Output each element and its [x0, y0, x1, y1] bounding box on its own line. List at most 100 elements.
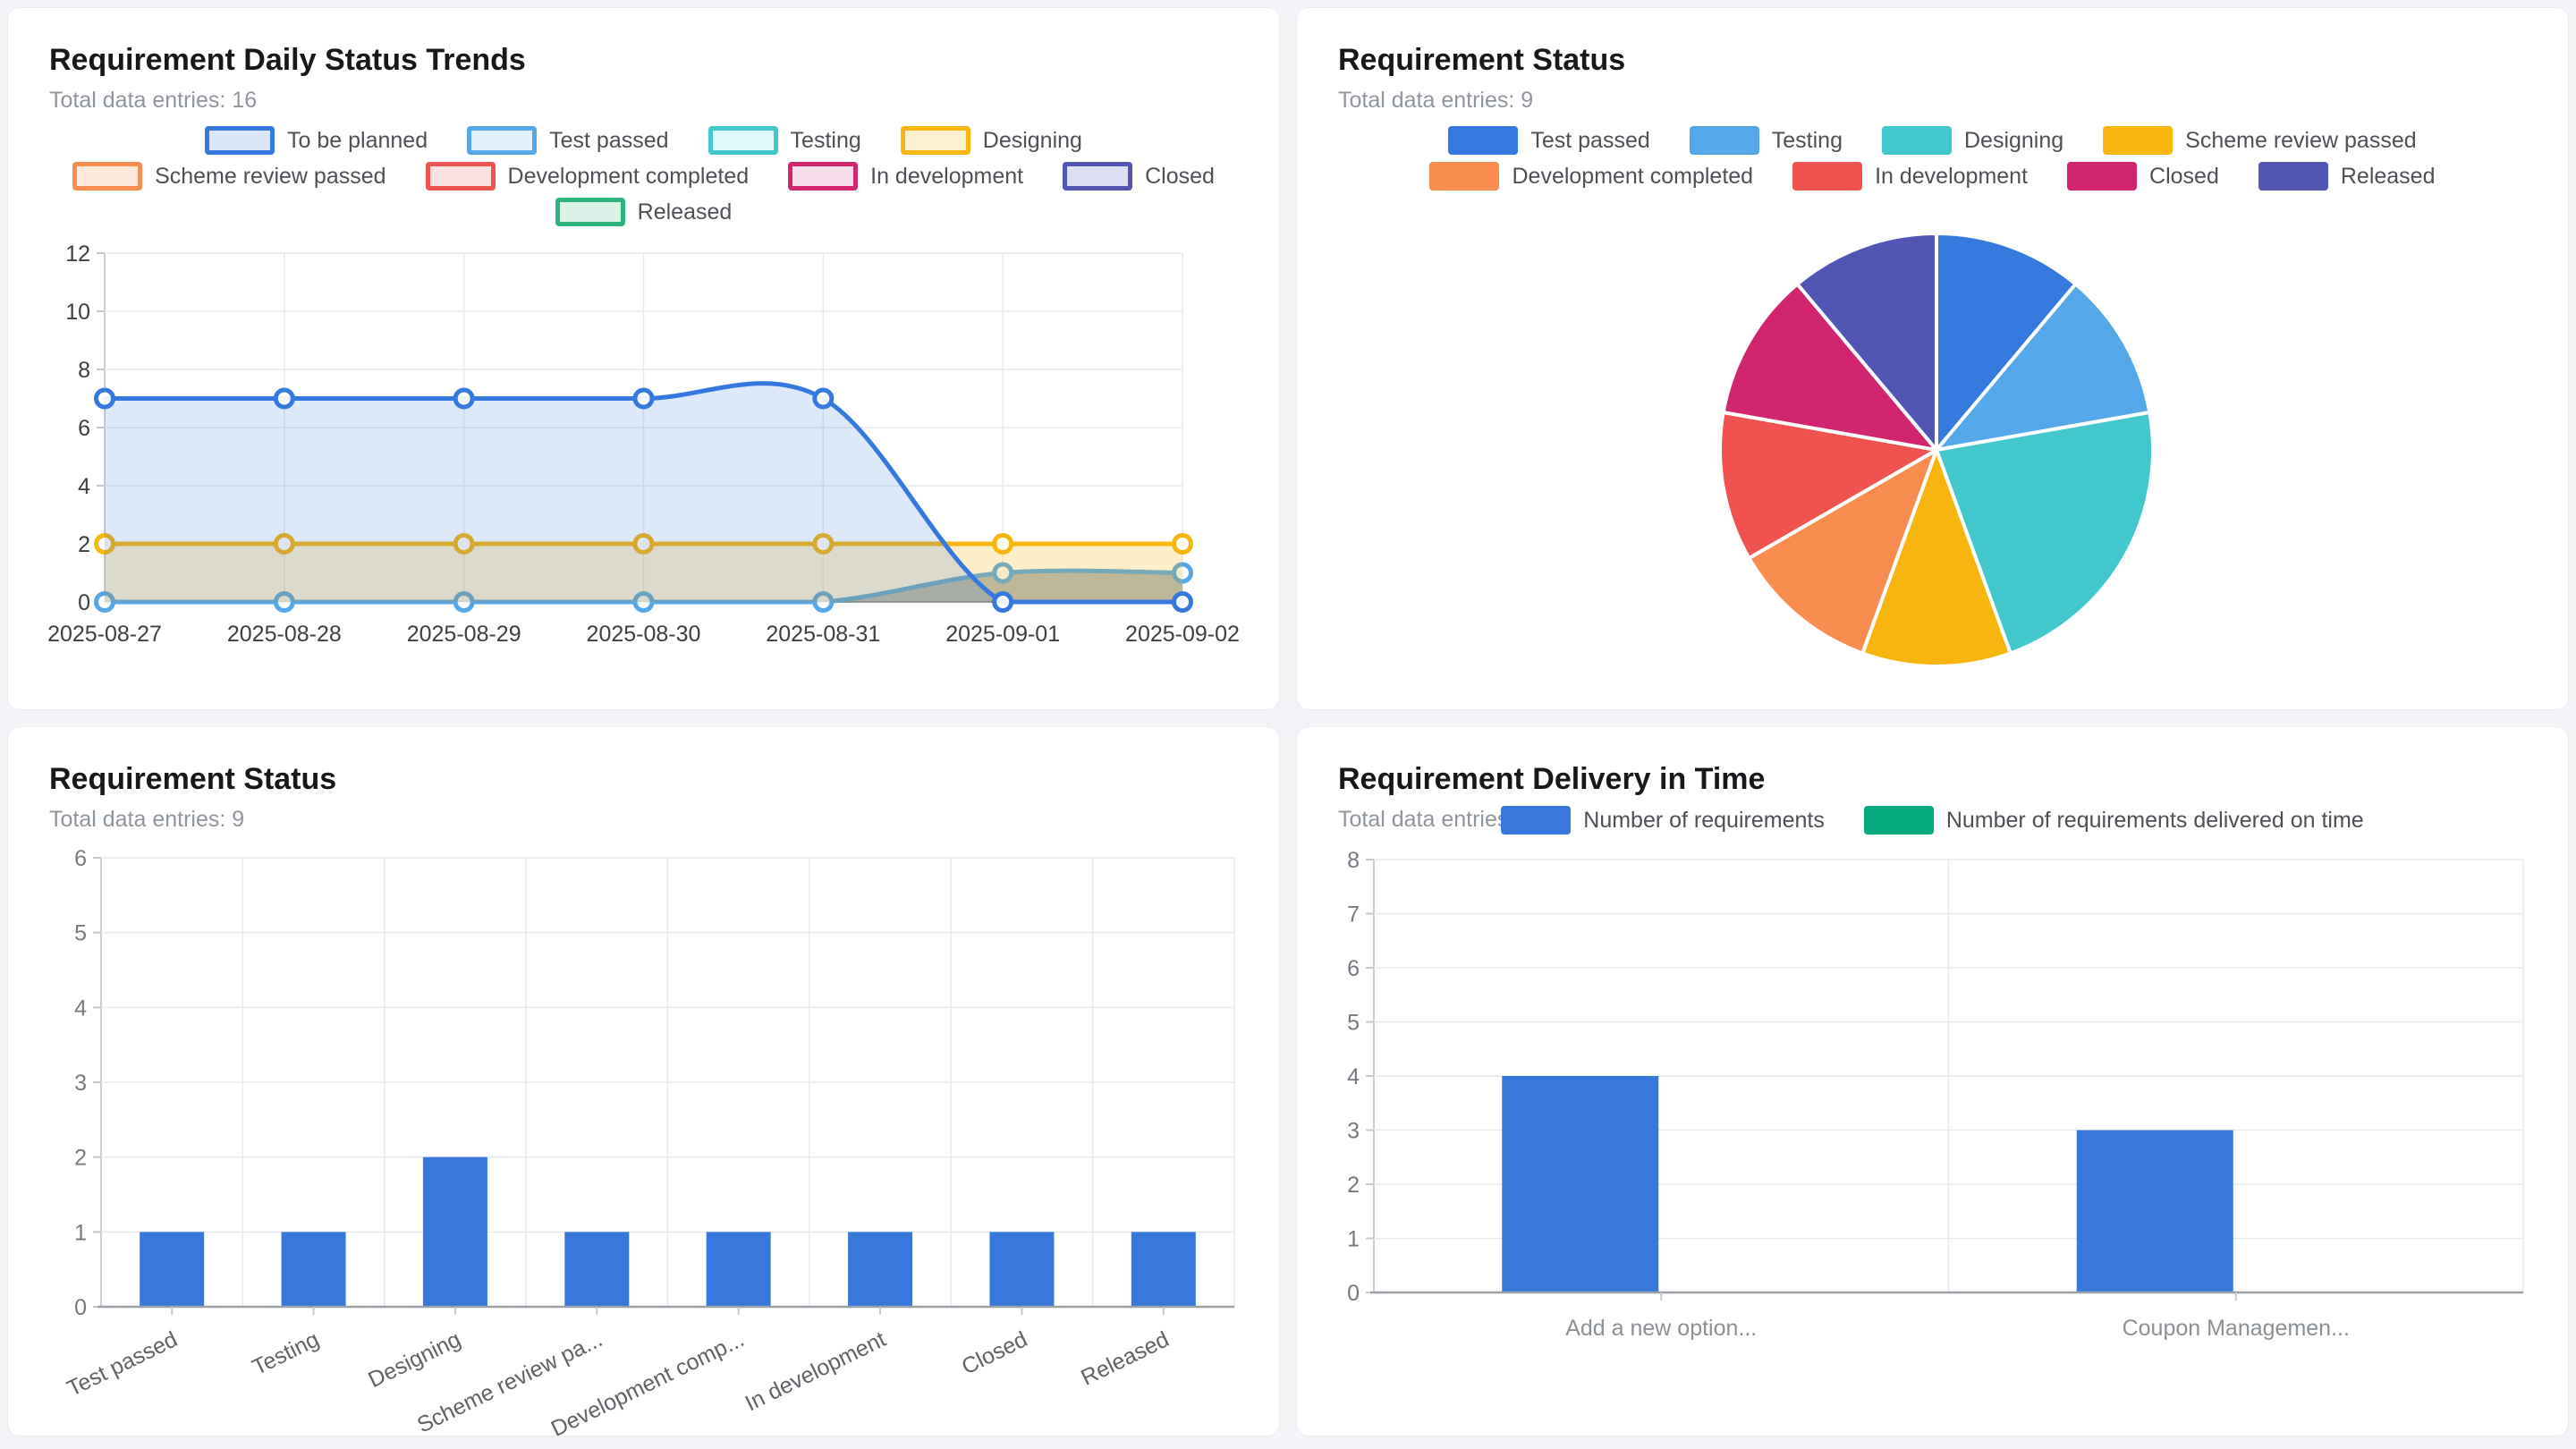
legend-label: Test passed: [549, 127, 669, 153]
svg-text:4: 4: [74, 996, 87, 1021]
legend-label: Development completed: [1512, 163, 1754, 189]
svg-text:2025-08-29: 2025-08-29: [407, 622, 521, 647]
svg-text:Designing: Designing: [364, 1326, 464, 1393]
legend-swatch-icon: [467, 126, 538, 155]
legend-label: In development: [870, 163, 1024, 189]
svg-text:1: 1: [1347, 1227, 1360, 1252]
delivery-bar-chart[interactable]: 0 1 2 3 4 5 6 7 8 Add a new option... Coupon Manag…: [1338, 842, 2529, 1369]
delivery-subtitle: Total data entries: 7: [1338, 807, 1534, 832]
legend-row: Development completed In development Close…: [1338, 158, 2527, 194]
svg-text:8: 8: [1347, 848, 1360, 873]
legend-item-scheme-review-passed[interactable]: Scheme review passed: [72, 162, 386, 191]
legend-item-testing[interactable]: Testing: [1689, 126, 1843, 155]
svg-text:5: 5: [1347, 1011, 1360, 1036]
pie-slice-testing[interactable]: [1935, 282, 2152, 452]
legend-item-released[interactable]: Released: [555, 198, 733, 226]
legend-label: Released: [2340, 163, 2436, 189]
legend-item-development-completed[interactable]: Development completed: [425, 162, 750, 191]
pie-slice-released[interactable]: [1795, 232, 1938, 452]
legend-label: To be planned: [287, 127, 428, 153]
legend-item-scheme-review-passed[interactable]: Scheme review passed: [2103, 126, 2417, 155]
svg-text:2025-09-01: 2025-09-01: [945, 622, 1060, 647]
legend-swatch-icon: [1448, 126, 1519, 155]
legend-item-test-passed[interactable]: Test passed: [467, 126, 669, 155]
legend-item-development-completed[interactable]: Development completed: [1429, 162, 1753, 191]
svg-text:0: 0: [1347, 1281, 1360, 1306]
legend-item-in-development[interactable]: In development: [1792, 162, 2028, 191]
legend-swatch-icon: [555, 198, 625, 226]
legend-swatch-icon: [708, 126, 778, 155]
legend-item-designing[interactable]: Designing: [1881, 126, 2063, 155]
pie-slice-test-passed[interactable]: [1935, 232, 2078, 452]
legend-row: Number of requirements Number of requirem…: [1501, 806, 2364, 835]
legend-label: Development completed: [507, 163, 750, 189]
svg-text:Coupon Managemen...: Coupon Managemen...: [2123, 1316, 2350, 1341]
legend-label: Number of requirements delivered on time: [1945, 807, 2364, 833]
svg-text:3: 3: [74, 1071, 87, 1096]
legend-label: Closed: [1145, 163, 1215, 189]
svg-text:0: 0: [78, 590, 90, 615]
legend-swatch-icon: [1501, 806, 1572, 835]
trends-line-chart[interactable]: 0 2 4 6 8 10 12 2025-08-27 2025-08-28 2025-08-29 2…: [47, 239, 1240, 659]
legend-item-number-of-requirements[interactable]: Number of requirements: [1501, 806, 1825, 835]
legend-item-to-be-planned[interactable]: To be planned: [205, 126, 428, 155]
legend-item-closed[interactable]: Closed: [1063, 162, 1215, 191]
svg-text:4: 4: [1347, 1064, 1360, 1089]
svg-text:3: 3: [1347, 1119, 1360, 1144]
svg-text:2025-08-30: 2025-08-30: [587, 622, 701, 647]
svg-text:0: 0: [74, 1295, 87, 1320]
svg-text:Released: Released: [1077, 1326, 1173, 1390]
status-bars-subtitle: Total data entries: 9: [49, 807, 245, 832]
legend-label: Test passed: [1530, 127, 1650, 153]
legend-item-testing[interactable]: Testing: [708, 126, 861, 155]
panel-status-pie: Requirement Status Total data entries: 9…: [1296, 7, 2569, 710]
legend-label: Closed: [2149, 163, 2219, 189]
panel-trends: Requirement Daily Status Trends Total da…: [7, 7, 1280, 710]
pie-slice-designing[interactable]: [1935, 410, 2155, 656]
pie-slice-development-completed[interactable]: [1747, 448, 1938, 656]
legend-swatch-icon: [425, 162, 496, 191]
legend-swatch-icon: [1881, 126, 1952, 155]
svg-text:2: 2: [74, 1146, 87, 1171]
legend-swatch-icon: [1863, 806, 1934, 835]
legend-item-designing[interactable]: Designing: [900, 126, 1082, 155]
svg-text:Test passed: Test passed: [64, 1326, 182, 1402]
legend-item-number-of-requirements-delivered-on-time[interactable]: Number of requirements delivered on time: [1863, 806, 2364, 835]
status-pie-chart[interactable]: [1338, 203, 2529, 691]
legend-label: In development: [1875, 163, 2029, 189]
legend-label: Number of requirements: [1583, 807, 1825, 833]
delivery-legend: Number of requirements Number of requirem…: [1297, 806, 2568, 835]
legend-label: Scheme review passed: [2185, 127, 2417, 153]
panel-delivery: Requirement Delivery in Time Total data …: [1296, 726, 2569, 1436]
legend-item-closed[interactable]: Closed: [2067, 162, 2219, 191]
legend-swatch-icon: [1792, 162, 1863, 191]
legend-item-released[interactable]: Released: [2258, 162, 2436, 191]
panel-status-bars: Requirement Status Total data entries: 9…: [7, 726, 1280, 1436]
legend-label: Designing: [982, 127, 1082, 153]
legend-row: Test passed Testing Designing Scheme review…: [1338, 123, 2527, 158]
legend-swatch-icon: [205, 126, 275, 155]
svg-text:Add a new option...: Add a new option...: [1565, 1316, 1757, 1341]
legend-item-test-passed[interactable]: Test passed: [1448, 126, 1650, 155]
svg-text:12: 12: [65, 242, 90, 267]
legend-swatch-icon: [2258, 162, 2328, 191]
delivery-title: Requirement Delivery in Time: [1338, 762, 1766, 796]
svg-text:2: 2: [1347, 1173, 1360, 1198]
legend-label: Testing: [790, 127, 861, 153]
legend-item-in-development[interactable]: In development: [788, 162, 1023, 191]
svg-text:8: 8: [78, 358, 90, 383]
svg-text:Testing: Testing: [249, 1326, 323, 1380]
pie-slice-scheme-review-passed[interactable]: [1860, 448, 2012, 668]
trends-title: Requirement Daily Status Trends: [49, 43, 526, 77]
legend-swatch-icon: [2067, 162, 2138, 191]
legend-swatch-icon: [900, 126, 970, 155]
pie-slice-closed[interactable]: [1721, 282, 1938, 452]
svg-text:2025-09-02: 2025-09-02: [1125, 622, 1240, 647]
pie-slice-in-development[interactable]: [1718, 410, 1938, 560]
trends-legend: To be planned Test passed Testing Designing…: [49, 123, 1238, 230]
pie-subtitle: Total data entries: 9: [1338, 88, 1534, 113]
legend-label: Released: [637, 199, 733, 225]
legend-row: Released: [49, 194, 1238, 230]
